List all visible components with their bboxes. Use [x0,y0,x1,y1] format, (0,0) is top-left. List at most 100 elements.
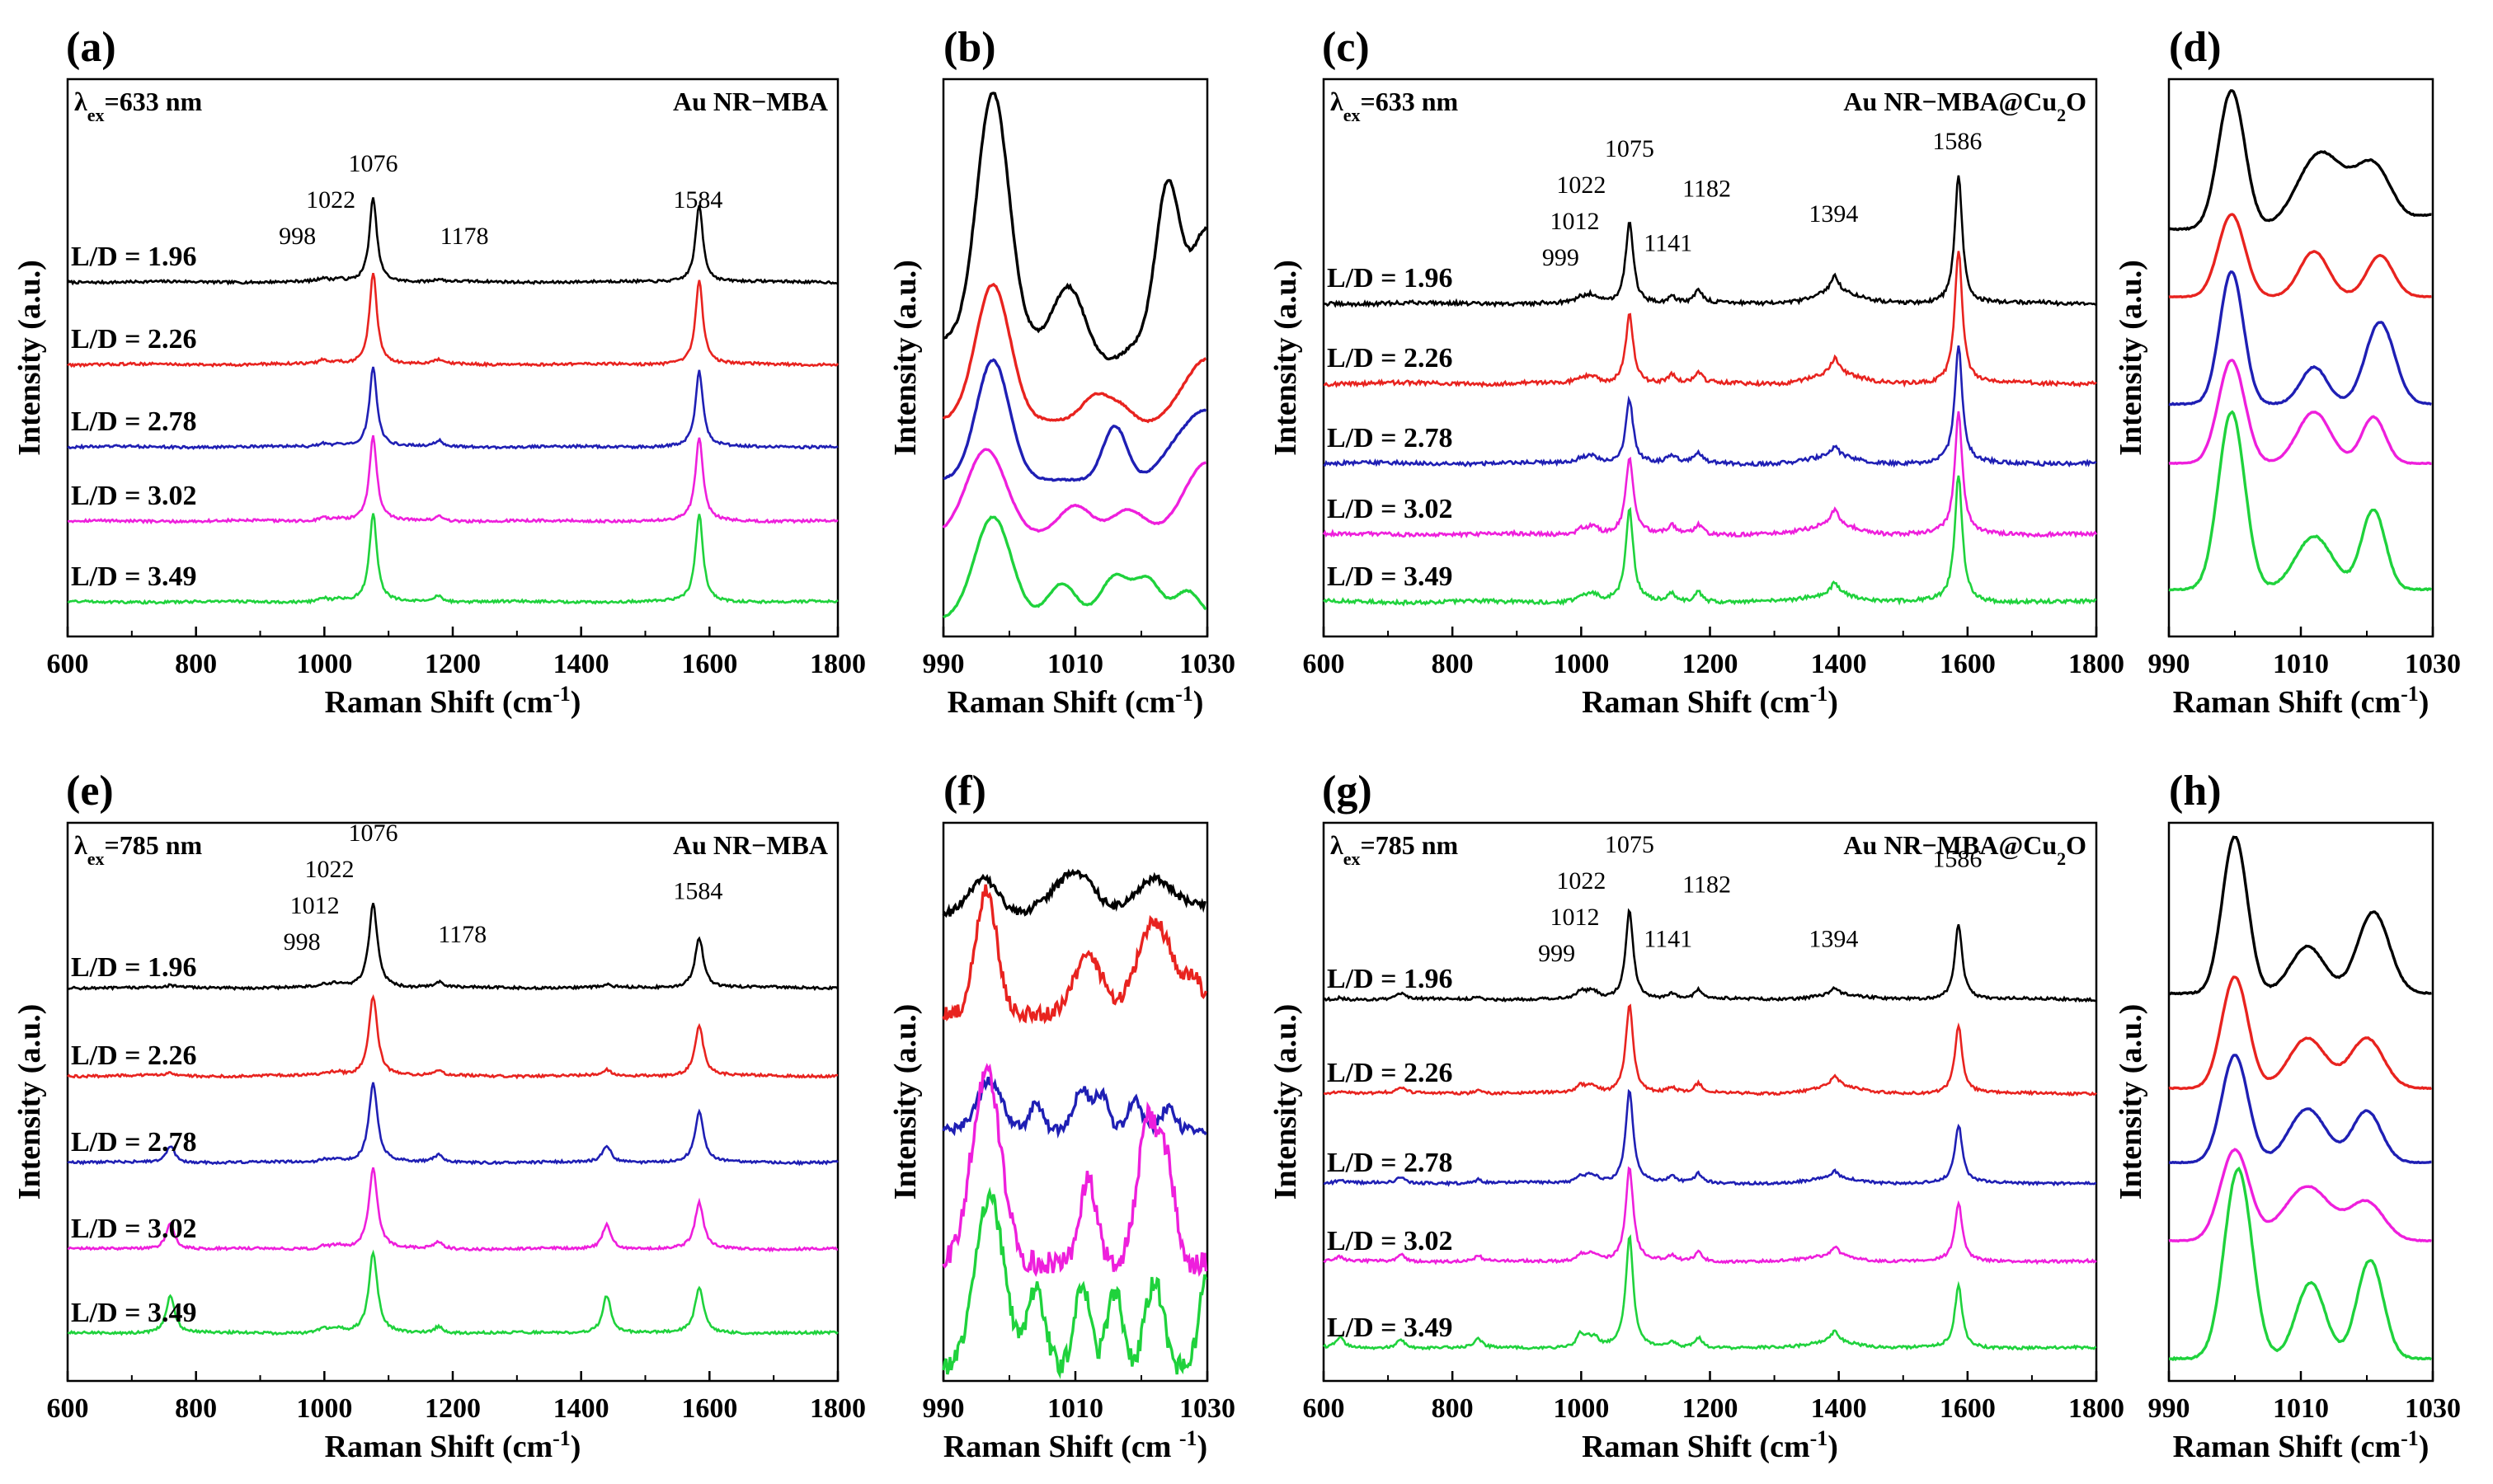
series-label: L/D = 2.78 [71,1127,197,1158]
x-tick-label: 1600 [681,1393,737,1424]
zoom-spectrum-line [942,868,1207,918]
x-tick-label: 800 [1432,1393,1474,1424]
zoom-spectrum-line [942,1076,1207,1139]
zoom-spectrum-line [943,515,1207,619]
y-axis-title: Intensity (a.u.) [12,260,47,456]
x-tick-label: 1600 [1940,649,1996,679]
x-axis-title: Raman Shift (cm-1) [325,1426,581,1465]
peak-label: 1012 [1550,208,1600,235]
series-label: L/D = 2.78 [1327,1148,1453,1178]
x-tick-label: 1030 [2405,1393,2461,1424]
series-label: L/D = 1.96 [1327,964,1453,994]
peak-label: 1182 [1682,871,1731,898]
series-label: L/D = 3.49 [71,561,197,592]
spectrum-line [1324,251,2097,388]
peak-label: 1022 [305,856,355,883]
x-tick-label: 1030 [2405,649,2461,679]
spectrum-line [1322,411,2098,539]
series-label: L/D = 2.26 [71,324,197,355]
zoom-spectrum-line [2168,213,2432,299]
plot-frame [1322,821,2098,1383]
x-tick-label: 600 [47,649,89,679]
x-axis-title: Raman Shift (cm-1) [325,682,581,721]
x-tick-label: 1010 [1047,1393,1103,1424]
excitation-label: λex=785 nm [74,830,203,869]
x-tick-label: 990 [923,649,965,679]
spectrum-line [1323,1088,2097,1187]
x-tick-label: 1030 [1179,649,1235,679]
zoom-spectrum-line [2168,975,2433,1091]
x-tick-label: 1010 [2273,1393,2329,1424]
peak-label: 1584 [673,877,722,904]
spectrum-line [66,197,839,286]
x-tick-label: 1000 [1553,1393,1609,1424]
series-label: L/D = 3.02 [71,1214,197,1244]
x-axis-title: Raman Shift (cm-1) [2173,682,2429,721]
peak-label: 1182 [1682,175,1731,202]
x-axis-title: Raman Shift (cm-1) [1582,1426,1838,1465]
spectrum-line [1323,1166,2097,1266]
excitation-label: λex=785 nm [1330,830,1459,869]
series-label: L/D = 2.26 [71,1040,197,1071]
x-tick-label: 1400 [553,1393,609,1424]
spectrum-line [1323,908,2097,1003]
series-label: L/D = 2.78 [1327,423,1453,453]
peak-label: 1586 [1932,846,1982,873]
y-axis-title: Intensity (a.u.) [2114,1004,2148,1200]
peak-label: 998 [284,928,321,956]
x-axis-title: Raman Shift (cm-1) [948,682,1204,721]
zoom-spectrum-line [943,92,1207,361]
spectrum-line [67,903,839,992]
peak-label: 1178 [440,223,489,250]
peak-label: 1076 [348,819,397,847]
peak-label: 999 [1538,940,1575,967]
peak-label: 999 [1542,244,1579,271]
spectrum-line [67,1249,839,1336]
panel-letter: (g) [1322,768,1372,815]
zoom-spectrum-line [942,282,1207,424]
spectrum-line [67,366,839,451]
x-tick-label: 1200 [425,1393,481,1424]
spectrum-line [1323,1003,2097,1097]
zoom-spectrum-line [2168,1054,2432,1165]
zoom-spectrum-line [2168,89,2432,232]
zoom-spectrum-line [942,1063,1208,1277]
x-tick-label: 1000 [1553,649,1609,679]
peak-label: 1586 [1932,128,1982,155]
sample-label: Au NR−MBA [673,830,828,860]
zoom-spectrum-line [942,884,1208,1025]
x-tick-label: 1600 [1940,1393,1996,1424]
spectrum-line [1323,1234,2097,1351]
panel-e: (e) 600 800 1000 1200 1400 1600 1800 Raman Shift… [12,768,866,1464]
spectrum-line [67,434,839,525]
peak-label: 1022 [1556,171,1606,199]
sample-label: Au NR−MBA@Cu2O [1843,830,2086,869]
y-axis-title: Intensity (a.u.) [1268,260,1303,456]
series-label: L/D = 3.02 [1327,1226,1453,1256]
spectrum-line [67,993,839,1080]
series-label: L/D = 3.49 [1327,1313,1453,1343]
peak-label: 1394 [1809,925,1858,952]
series-label: L/D = 1.96 [71,952,197,983]
peak-label: 1584 [673,186,722,214]
spectrum-line [67,1167,838,1253]
peak-label: 1394 [1809,200,1858,228]
x-tick-label: 1010 [1047,649,1103,679]
peak-label: 1012 [1550,904,1600,931]
series-label: L/D = 3.02 [71,481,197,511]
panel-g: (g) 600 800 1000 1200 1400 1600 1800 Raman Shift… [1268,768,2124,1464]
x-tick-label: 1200 [425,649,481,679]
series-label: L/D = 2.26 [1327,1058,1453,1088]
x-tick-label: 1800 [810,1393,866,1424]
zoom-spectrum-line [2169,1166,2432,1362]
series-label: L/D = 3.02 [1327,494,1453,524]
x-tick-label: 990 [2148,1393,2190,1424]
y-axis-title: Intensity (a.u.) [888,260,923,456]
zoom-spectrum-line [942,448,1207,533]
x-tick-label: 1800 [2068,649,2124,679]
peak-label: 1141 [1644,229,1692,256]
peak-label: 998 [279,223,316,250]
x-tick-label: 1000 [296,649,352,679]
